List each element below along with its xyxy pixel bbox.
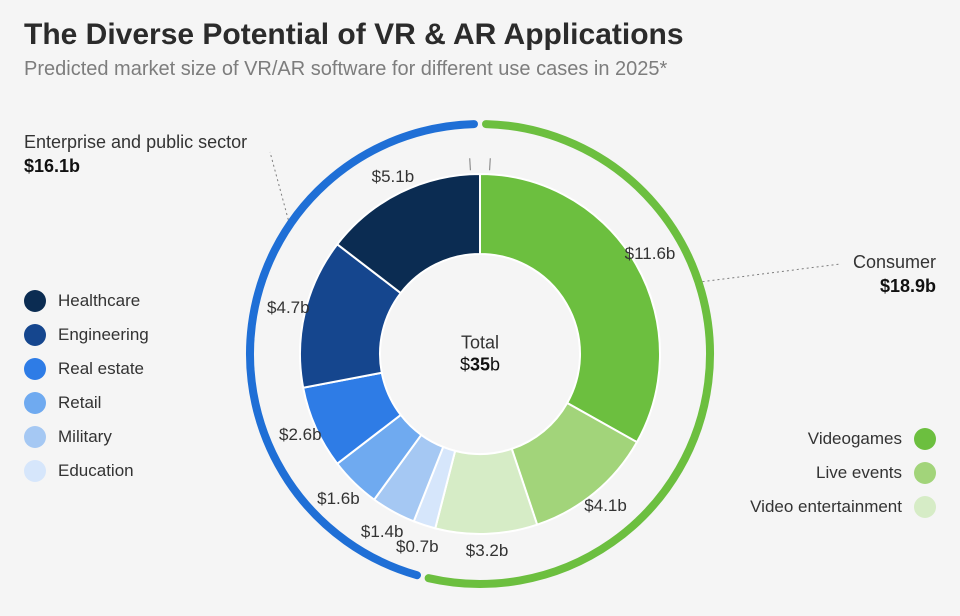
legend-label-real-estate: Real estate [58,359,144,379]
legend-item-live-events: Live events [750,462,936,484]
legend-label-healthcare: Healthcare [58,291,140,311]
legend-label-videogames: Videogames [808,429,902,449]
group-label-consumer: Consumer $18.9b [853,250,936,299]
legend-swatch-video-entertainment [914,496,936,518]
legend-swatch-education [24,460,46,482]
legend-item-real-estate: Real estate [24,358,149,380]
page-title: The Diverse Potential of VR & AR Applica… [24,18,684,52]
seg-label-engineering: $4.7b [267,298,310,318]
legend-swatch-live-events [914,462,936,484]
legend-item-video-entertainment: Video entertainment [750,496,936,518]
seg-label-retail: $1.6b [317,489,360,509]
legend-swatch-engineering [24,324,46,346]
legend-item-healthcare: Healthcare [24,290,149,312]
donut-center-label: Total $35b [460,332,500,375]
group-label-enterprise-text: Enterprise and public sector [24,130,247,154]
legend-item-retail: Retail [24,392,149,414]
legend-consumer: Videogames Live events Video entertainment [750,428,936,530]
legend-item-videogames: Videogames [750,428,936,450]
legend-label-military: Military [58,427,112,447]
legend-label-video-entertainment: Video entertainment [750,497,902,517]
legend-label-live-events: Live events [816,463,902,483]
legend-item-engineering: Engineering [24,324,149,346]
seg-label-live-events: $4.1b [584,496,627,516]
donut-center-text: Total [460,332,500,354]
legend-label-retail: Retail [58,393,101,413]
page-subtitle: Predicted market size of VR/AR software … [24,58,667,81]
legend-item-military: Military [24,426,149,448]
group-label-consumer-text: Consumer [853,250,936,274]
seg-label-military: $1.4b [361,522,404,542]
infographic-root: { "title": "The Diverse Potential of VR … [0,0,960,616]
seg-label-healthcare: $5.1b [372,167,415,187]
legend-swatch-healthcare [24,290,46,312]
seg-label-video-entertainment: $3.2b [466,541,509,561]
legend-label-education: Education [58,461,134,481]
legend-enterprise: Healthcare Engineering Real estate Retail Mi… [24,290,149,494]
legend-swatch-military [24,426,46,448]
legend-label-engineering: Engineering [58,325,149,345]
seg-label-videogames: $11.6b [625,244,676,264]
legend-swatch-videogames [914,428,936,450]
group-label-enterprise-value: $16.1b [24,154,247,178]
donut-chart: Total $35b $11.6b$4.1b$3.2b$0.7b$1.4b$1.… [230,104,730,604]
group-label-consumer-value: $18.9b [853,274,936,298]
donut-seg-videogames [480,174,660,442]
legend-swatch-retail [24,392,46,414]
legend-swatch-real-estate [24,358,46,380]
group-label-enterprise: Enterprise and public sector $16.1b [24,130,247,179]
donut-center-value: $35b [460,354,500,376]
legend-item-education: Education [24,460,149,482]
seg-label-real-estate: $2.6b [279,425,322,445]
